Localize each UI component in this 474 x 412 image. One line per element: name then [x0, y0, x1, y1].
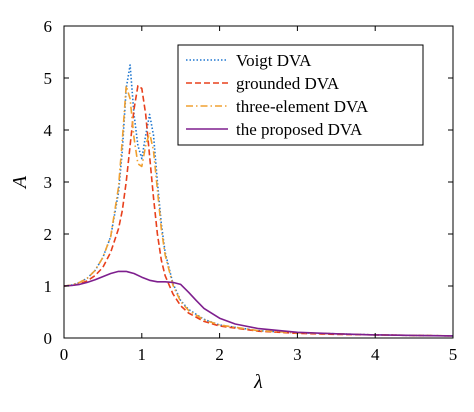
- x-axis-ticks: 0 1 2 3 4 5: [60, 26, 458, 364]
- y-tick-label: 3: [44, 173, 53, 192]
- legend-label-2: grounded DVA: [236, 74, 340, 93]
- series-line-2: [63, 85, 454, 337]
- x-tick-label: 3: [293, 345, 302, 364]
- plot-series: [63, 64, 454, 337]
- legend: Voigt DVA grounded DVA three-element DVA th…: [177, 44, 424, 146]
- legend-label-3: three-element DVA: [236, 97, 369, 116]
- series-line-1: [63, 64, 454, 337]
- x-tick-label: 1: [138, 345, 147, 364]
- y-tick-label: 4: [44, 121, 53, 140]
- y-tick-label: 1: [44, 277, 53, 296]
- x-tick-label: 4: [371, 345, 380, 364]
- y-axis-ticks: 0 1 2 3 4 5 6: [44, 17, 453, 348]
- x-tick-label: 0: [60, 345, 69, 364]
- y-tick-label: 5: [44, 69, 53, 88]
- legend-label-4: the proposed DVA: [236, 120, 363, 139]
- y-axis-label: A: [9, 175, 31, 190]
- y-tick-label: 0: [44, 329, 53, 348]
- y-tick-label: 2: [44, 225, 53, 244]
- series-line-4: [63, 270, 454, 337]
- x-tick-label: 5: [449, 345, 458, 364]
- y-tick-label: 6: [44, 17, 53, 36]
- x-axis-label: λ: [253, 371, 263, 393]
- x-tick-label: 2: [215, 345, 224, 364]
- legend-label-1: Voigt DVA: [236, 51, 312, 70]
